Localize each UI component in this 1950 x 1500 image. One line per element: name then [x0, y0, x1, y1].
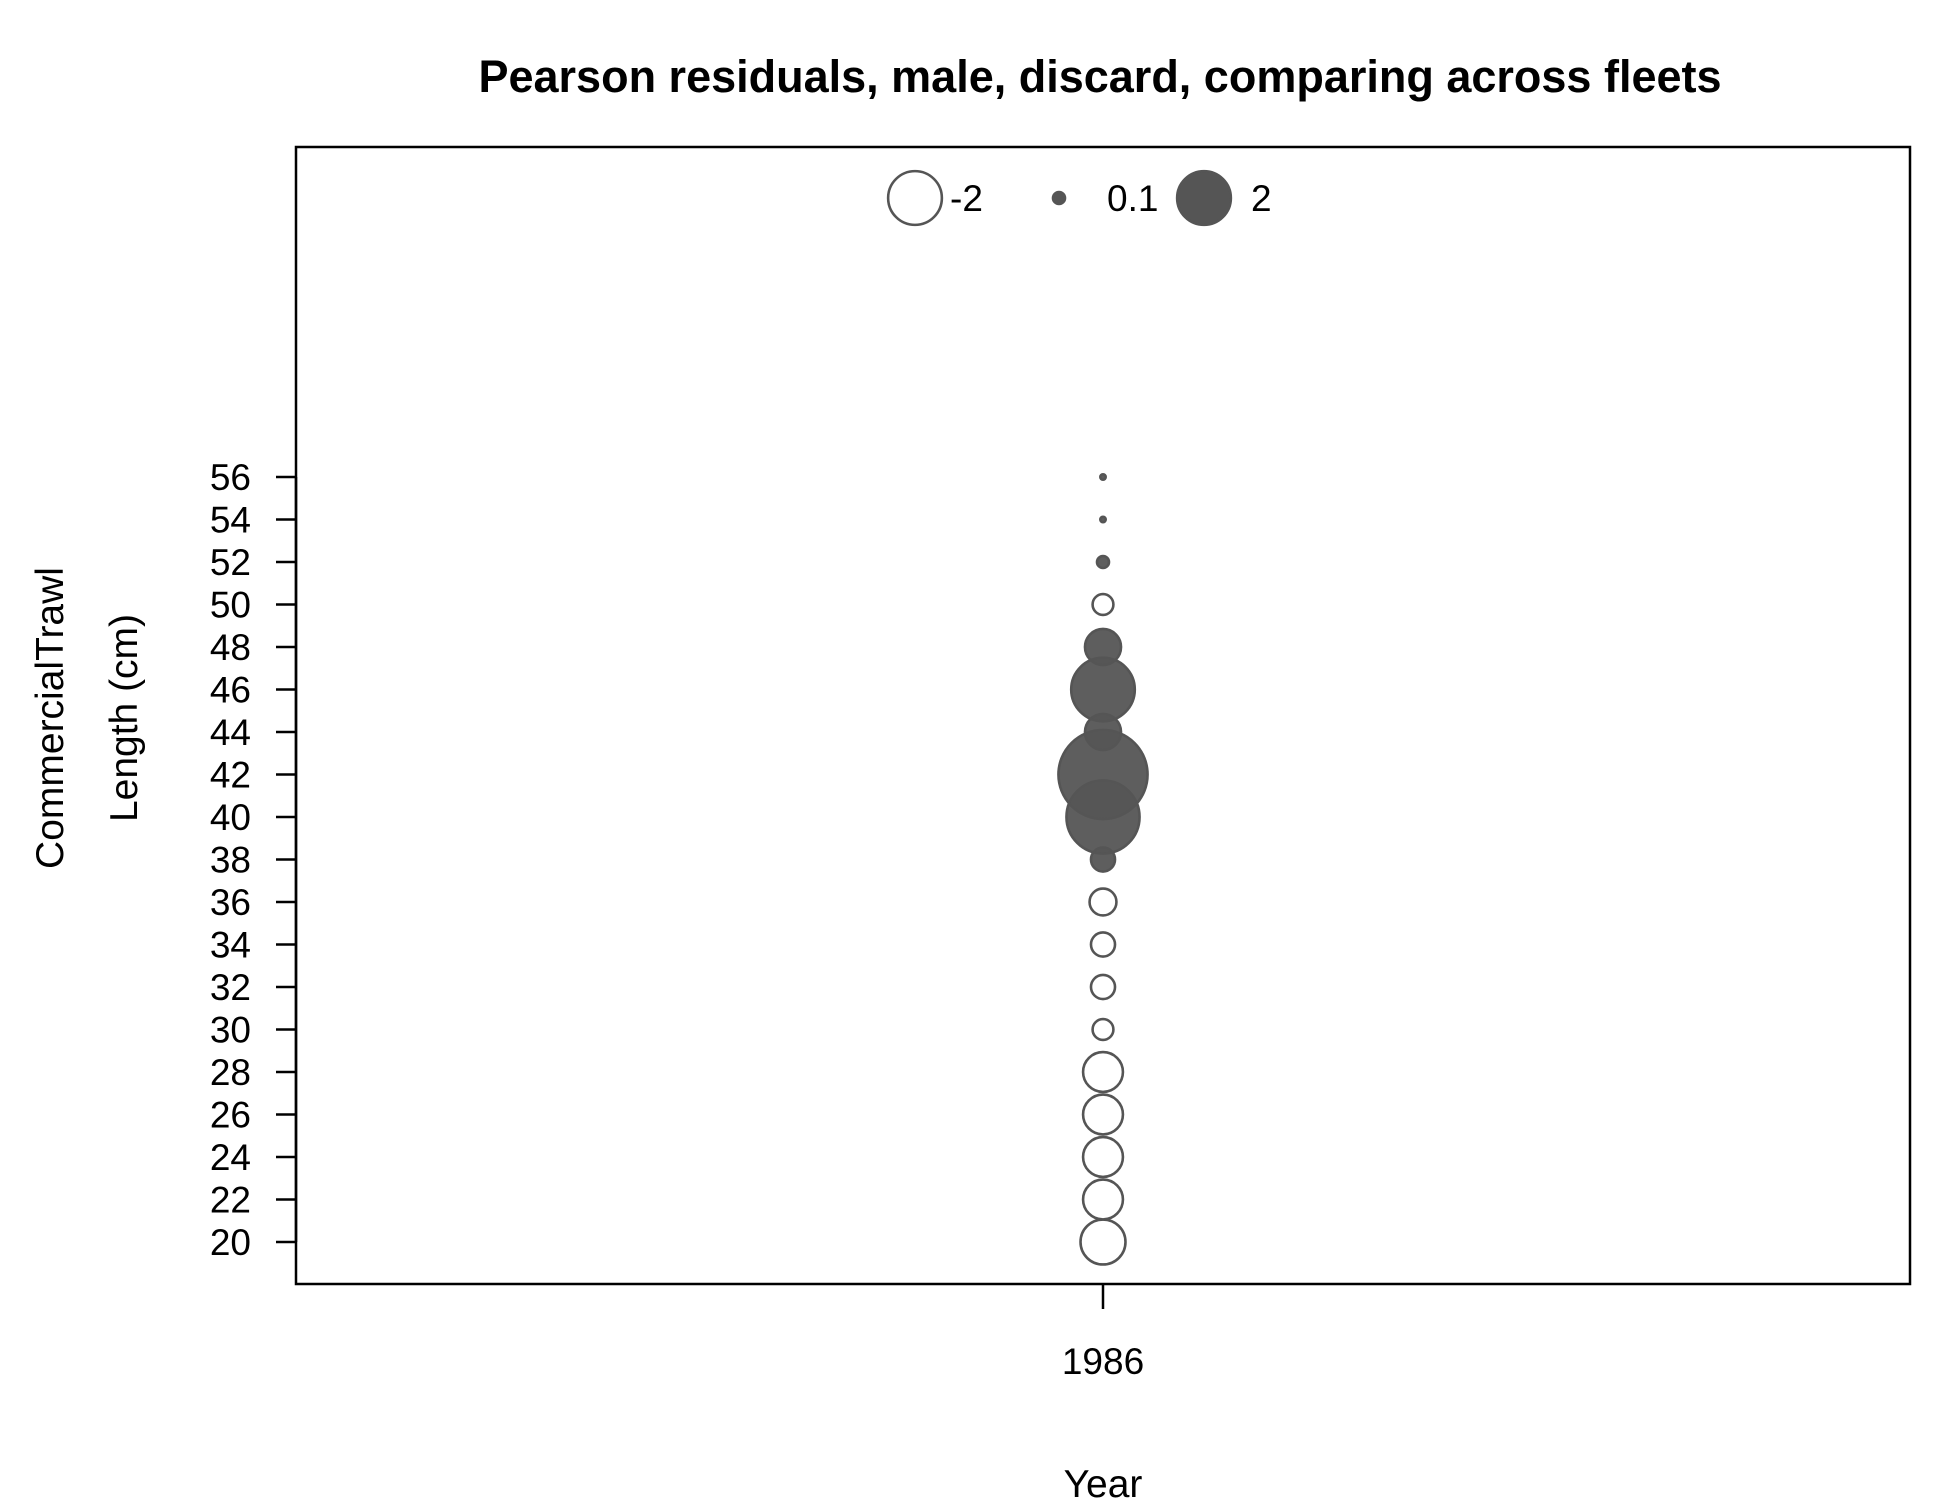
chart-title: Pearson residuals, male, discard, compar… [478, 51, 1721, 102]
y-axis-label-fleet: CommercialTrawl [29, 567, 72, 869]
y-tick-label: 24 [210, 1137, 251, 1178]
residual-bubble [1069, 656, 1137, 723]
y-tick-label: 52 [210, 542, 251, 583]
y-tick-label: 32 [210, 967, 251, 1008]
y-tick-label: 36 [210, 882, 251, 923]
legend: -2 0.1 2 [886, 169, 1272, 227]
residual-bubble [1079, 1218, 1127, 1266]
y-tick-label: 48 [210, 627, 251, 668]
legend-label: -2 [950, 178, 983, 219]
residual-bubble [1083, 627, 1123, 667]
residual-bubble [1099, 515, 1107, 524]
legend-bubble [1175, 169, 1233, 227]
residual-bubble [1081, 1135, 1125, 1179]
residual-bubble [1089, 931, 1117, 958]
residual-bubble [1091, 1017, 1115, 1042]
residual-bubble [1091, 592, 1115, 617]
y-tick-label: 44 [210, 712, 251, 753]
residual-bubble [1099, 473, 1107, 481]
y-tick-label: 34 [210, 925, 251, 966]
y-tick-label: 46 [210, 670, 251, 711]
legend-label: 2 [1251, 178, 1272, 219]
y-tick-label: 38 [210, 840, 251, 881]
y-tick-label: 54 [210, 500, 251, 541]
y-tick-label: 40 [210, 797, 251, 838]
y-tick-label: 56 [210, 457, 251, 498]
y-tick-label: 50 [210, 585, 251, 626]
x-axis: 1986 [1062, 1284, 1144, 1382]
y-tick-label: 42 [210, 755, 251, 796]
residual-bubble [1088, 887, 1118, 917]
legend-bubble [1051, 190, 1067, 206]
legend-bubble [886, 169, 944, 227]
bubble-series [1057, 473, 1149, 1266]
x-axis-label: Year [1064, 1463, 1143, 1500]
y-axis-label-length: Length (cm) [103, 614, 146, 822]
residual-bubble [1081, 1093, 1125, 1136]
legend-label: 0.1 [1107, 178, 1158, 219]
y-tick-label: 22 [210, 1180, 251, 1221]
y-tick-label: 28 [210, 1052, 251, 1093]
residual-bubble [1095, 554, 1111, 570]
residual-bubble [1081, 1050, 1125, 1094]
x-tick-label: 1986 [1062, 1341, 1144, 1382]
y-tick-label: 20 [210, 1222, 251, 1263]
y-tick-label: 30 [210, 1010, 251, 1051]
residual-bubble [1081, 1178, 1125, 1221]
residual-bubble [1089, 973, 1117, 1001]
y-tick-label: 26 [210, 1095, 251, 1136]
